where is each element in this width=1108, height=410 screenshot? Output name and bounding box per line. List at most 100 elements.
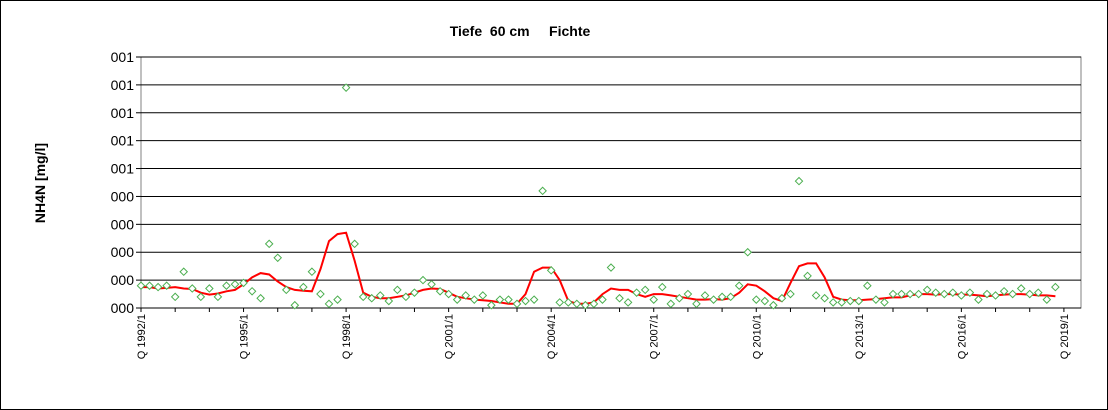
x-tick-label: Q 1998/1 (341, 314, 353, 359)
data-point-marker (555, 298, 565, 307)
data-point-marker (991, 291, 1000, 300)
data-point-marker (316, 289, 325, 299)
data-point-marker (1025, 289, 1035, 299)
data-point-marker (598, 295, 607, 304)
y-tick-label: 000 (111, 188, 135, 204)
data-point-marker (495, 295, 505, 304)
data-point-marker (247, 286, 257, 296)
data-point-marker (760, 296, 770, 306)
data-point-marker (213, 292, 223, 302)
data-point-marker (845, 296, 855, 306)
data-point-marker (401, 292, 411, 302)
data-point-marker (367, 293, 377, 303)
data-point-marker (299, 282, 308, 292)
x-tick-label: Q 2004/1 (546, 314, 558, 359)
data-point-marker (854, 296, 864, 306)
data-point-marker (563, 298, 573, 307)
data-point-marker (504, 295, 513, 304)
data-point-marker (700, 291, 710, 300)
data-point-marker (734, 281, 744, 290)
data-point-marker (623, 298, 633, 307)
data-point-marker (863, 281, 872, 290)
data-point-marker (803, 271, 812, 281)
data-point-marker (751, 295, 761, 304)
data-point-marker (290, 300, 300, 310)
data-point-marker (615, 293, 624, 303)
data-point-marker (529, 295, 539, 304)
data-point-marker (649, 295, 659, 304)
data-point-marker (452, 295, 462, 304)
data-point-marker (324, 299, 334, 309)
x-tick-label: Q 2013/1 (854, 314, 866, 359)
data-point-marker (153, 282, 163, 292)
data-point-marker (478, 291, 488, 300)
data-point-marker (384, 296, 394, 306)
data-point-marker (888, 289, 898, 299)
x-tick-label: Q 1992/1 (136, 314, 148, 359)
y-tick-label: 001 (111, 49, 135, 65)
data-point-marker (769, 300, 778, 310)
data-point-marker (965, 288, 975, 297)
data-point-marker (461, 291, 471, 300)
data-point-marker (589, 299, 599, 309)
y-tick-label: 001 (111, 161, 135, 177)
data-point-marker (1051, 282, 1060, 292)
data-point-marker (957, 291, 966, 300)
grid-lines (141, 56, 1081, 309)
data-point-marker (1042, 295, 1052, 304)
data-point-marker (222, 281, 231, 290)
data-point-marker (307, 267, 317, 277)
data-point-marker (726, 292, 735, 302)
data-point-marker (239, 278, 248, 288)
data-point-marker (828, 298, 838, 307)
data-point-marker (939, 289, 949, 299)
data-point-marker (675, 293, 684, 303)
data-point-marker (435, 286, 445, 296)
data-point-marker (743, 247, 753, 257)
data-point-marker (538, 186, 547, 196)
data-point-marker (393, 285, 402, 295)
y-tick-label: 001 (111, 105, 135, 121)
data-point-marker (273, 253, 283, 263)
data-point-marker (205, 284, 214, 293)
data-point-marker (717, 292, 727, 302)
data-point-marker (444, 289, 453, 299)
x-tick-label: Q 2016/1 (956, 314, 968, 359)
mean-line-series (141, 231, 1056, 305)
x-tick-label: Q 1995/1 (239, 314, 251, 359)
data-point-marker (512, 299, 522, 309)
data-point-marker (375, 291, 385, 300)
y-tick-label: 001 (111, 133, 135, 149)
data-point-marker (487, 300, 496, 310)
data-point-marker (350, 239, 359, 249)
x-tick-label: Q 2007/1 (649, 314, 661, 359)
data-point-marker (179, 267, 189, 277)
x-axis-ticks: Q 1992/1 Q 1995/1 Q 1998/1 Q 2001/1 Q 2004/1… (136, 308, 1071, 359)
y-tick-label: 001 (111, 77, 135, 93)
x-tick-label: Q 2010/1 (751, 314, 763, 359)
data-point-marker (811, 291, 821, 300)
data-point-marker (880, 298, 889, 307)
data-point-marker (905, 289, 915, 299)
data-point-marker (794, 176, 804, 186)
data-point-marker (922, 285, 932, 295)
data-point-marker (999, 286, 1009, 296)
data-point-marker (1033, 288, 1043, 297)
data-point-marker (914, 289, 923, 299)
data-point-marker (136, 281, 146, 290)
data-point-marker (683, 289, 693, 299)
y-axis-ticks: 000 000 000 000 000 001 001 001 001 001 (111, 49, 141, 316)
data-point-marker (230, 279, 240, 289)
data-point-marker (145, 281, 154, 290)
data-point-marker (358, 292, 368, 302)
chart-title: Tiefe 60 cm Fichte (450, 23, 591, 39)
data-point-marker (692, 299, 701, 309)
data-point-marker (170, 292, 180, 302)
data-point-marker (418, 275, 428, 285)
data-point-marker (427, 279, 436, 289)
data-point-marker (341, 83, 351, 92)
data-point-marker (837, 298, 847, 307)
measurement-points-series (136, 83, 1060, 310)
